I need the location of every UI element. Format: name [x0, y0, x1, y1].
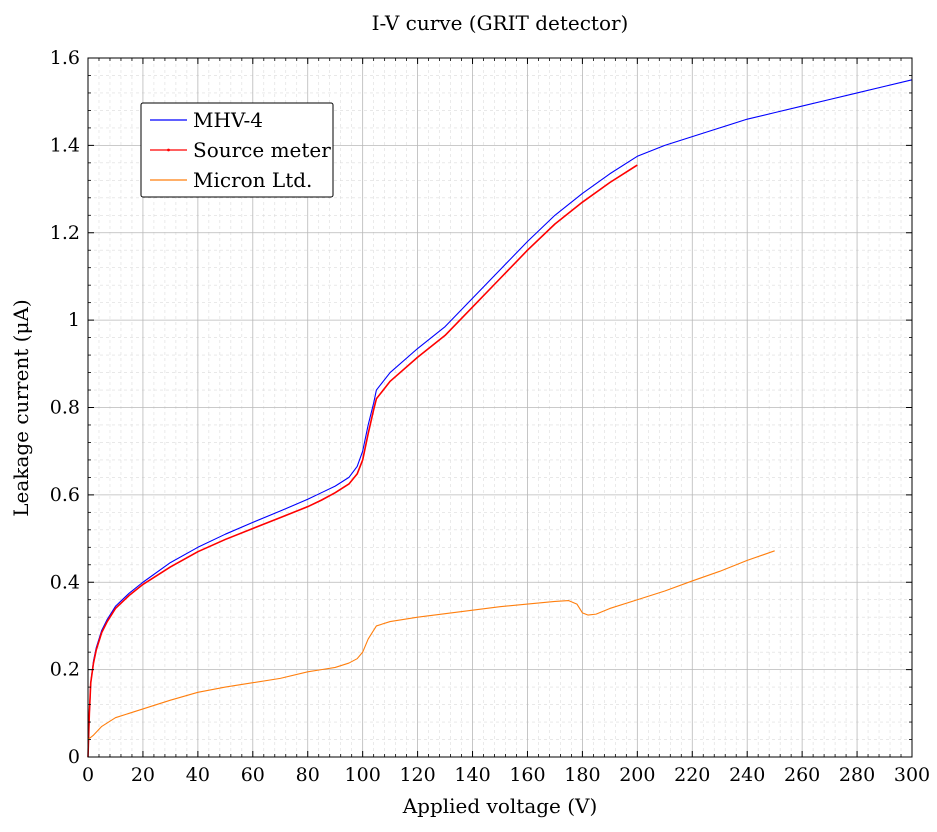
x-tick-label: 80 [296, 764, 320, 786]
x-tick-label: 40 [186, 764, 210, 786]
series-layer [87, 79, 913, 758]
legend-label-0: MHV-4 [193, 108, 263, 132]
y-tick-label: 1.6 [50, 47, 80, 69]
x-tick-label: 160 [509, 764, 545, 786]
x-tick-label: 240 [729, 764, 765, 786]
series-line-source-meter [87, 164, 638, 758]
y-tick-label: 0.6 [50, 484, 80, 506]
y-tick-label: 0.8 [50, 397, 80, 419]
y-tick-label: 0.4 [50, 571, 80, 593]
y-tick-label: 1 [68, 309, 80, 331]
y-axis-label: Leakage current (μA) [9, 299, 33, 516]
y-tick-label: 0 [68, 746, 80, 768]
legend-marker-1 [167, 148, 170, 152]
series-line-micron-ltd [87, 550, 775, 740]
y-tick-label: 1.4 [50, 134, 80, 156]
x-tick-label: 200 [619, 764, 655, 786]
legend-box [140, 102, 334, 198]
x-tick-label: 60 [241, 764, 265, 786]
x-tick-label: 220 [674, 764, 710, 786]
axis-ticks [87, 57, 913, 758]
x-tick-label: 20 [131, 764, 155, 786]
x-tick-label: 280 [839, 764, 875, 786]
legend-label-1: Source meter [193, 138, 331, 162]
chart-title: I-V curve (GRIT detector) [372, 11, 629, 35]
legend-label-2: Micron Ltd. [193, 168, 312, 192]
x-tick-label: 260 [784, 764, 820, 786]
tick-labels: 0 20 40 60 80 100 120 140 160 180 200 220 240 260 280 3… [50, 47, 930, 786]
x-tick-label: 100 [345, 764, 381, 786]
x-tick-label: 180 [564, 764, 600, 786]
legend: MHV-4 Source meter Micron Ltd. [140, 102, 334, 198]
y-tick-label: 1.2 [50, 222, 80, 244]
x-tick-label: 0 [82, 764, 94, 786]
y-tick-label: 0.2 [50, 659, 80, 681]
x-tick-label: 140 [454, 764, 490, 786]
x-tick-label: 300 [894, 764, 930, 786]
series-line-mhv-4 [87, 79, 913, 758]
x-axis-label: Applied voltage (V) [402, 794, 598, 818]
x-tick-label: 120 [399, 764, 435, 786]
